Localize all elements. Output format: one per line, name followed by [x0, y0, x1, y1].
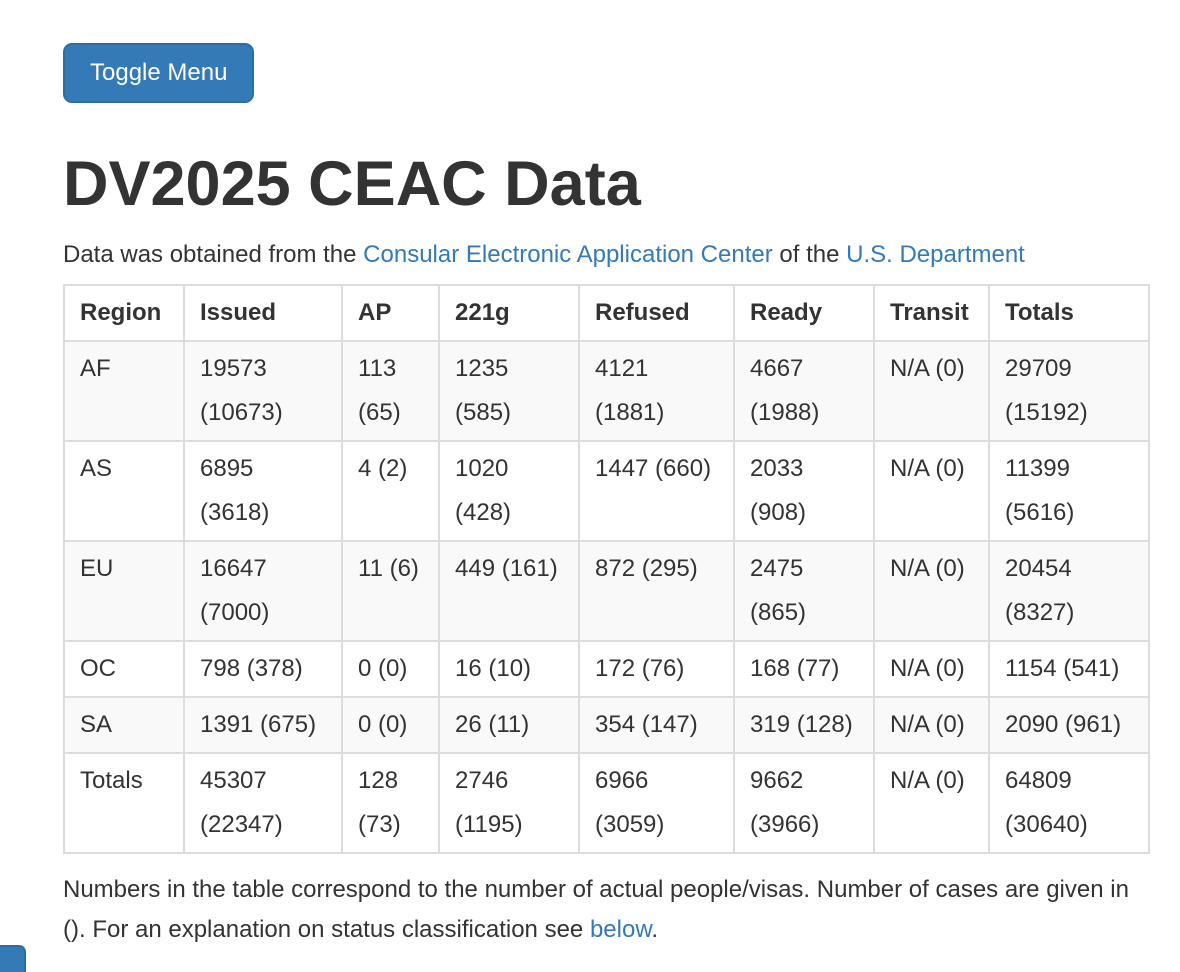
cell-ap: 0 (0): [341, 640, 440, 698]
cell-transit: N/A (0): [873, 640, 990, 698]
below-link[interactable]: below: [589, 916, 652, 943]
cell-region: SA: [63, 696, 185, 754]
cell-ap: 113 (65): [341, 340, 440, 442]
cell-221g: 16 (10): [438, 640, 580, 698]
column-header-ready: Ready: [733, 284, 875, 342]
intro-paragraph: Data was obtained from the Consular Elec…: [63, 238, 1180, 272]
cell-transit: N/A (0): [873, 696, 990, 754]
cell-region: EU: [63, 540, 185, 642]
cell-ready: 9662 (3966): [733, 752, 875, 854]
table-row-totals: Totals 45307 (22347) 128 (73) 2746 (1195…: [63, 752, 1150, 854]
cell-issued: 1391 (675): [183, 696, 343, 754]
cell-refused: 354 (147): [578, 696, 735, 754]
column-header-transit: Transit: [873, 284, 990, 342]
column-header-totals: Totals: [988, 284, 1150, 342]
partial-blue-element[interactable]: [0, 945, 26, 972]
cell-221g: 1235 (585): [438, 340, 580, 442]
cell-issued: 45307 (22347): [183, 752, 343, 854]
cell-issued: 6895 (3618): [183, 440, 343, 542]
table-row-sa: SA 1391 (675) 0 (0) 26 (11) 354 (147) 31…: [63, 696, 1150, 754]
cell-refused: 172 (76): [578, 640, 735, 698]
column-header-region: Region: [63, 284, 185, 342]
cell-totals: 2090 (961): [988, 696, 1150, 754]
cell-totals: 1154 (541): [988, 640, 1150, 698]
cell-221g: 1020 (428): [438, 440, 580, 542]
cell-221g: 449 (161): [438, 540, 580, 642]
cell-transit: N/A (0): [873, 752, 990, 854]
cell-ap: 128 (73): [341, 752, 440, 854]
cell-221g: 26 (11): [438, 696, 580, 754]
cell-issued: 798 (378): [183, 640, 343, 698]
footnote-period: .: [651, 916, 658, 943]
cell-totals: 64809 (30640): [988, 752, 1150, 854]
cell-ready: 2475 (865): [733, 540, 875, 642]
cell-ap: 0 (0): [341, 696, 440, 754]
table-header-row: Region Issued AP 221g Refused Ready Tran…: [63, 284, 1150, 342]
page-title: DV2025 CEAC Data: [63, 149, 641, 219]
column-header-refused: Refused: [578, 284, 735, 342]
column-header-ap: AP: [341, 284, 440, 342]
cell-ready: 319 (128): [733, 696, 875, 754]
cell-region: Totals: [63, 752, 185, 854]
cell-totals: 29709 (15192): [988, 340, 1150, 442]
cell-transit: N/A (0): [873, 340, 990, 442]
cell-region: OC: [63, 640, 185, 698]
cell-ap: 4 (2): [341, 440, 440, 542]
table-row-oc: OC 798 (378) 0 (0) 16 (10) 172 (76) 168 …: [63, 640, 1150, 698]
cell-region: AF: [63, 340, 185, 442]
ceac-link[interactable]: Consular Electronic Application Center: [363, 241, 773, 268]
cell-transit: N/A (0): [873, 540, 990, 642]
cell-ap: 11 (6): [341, 540, 440, 642]
cell-ready: 2033 (908): [733, 440, 875, 542]
intro-text-middle: of the: [772, 241, 847, 268]
table-row-af: AF 19573 (10673) 113 (65) 1235 (585) 412…: [63, 340, 1150, 442]
cell-issued: 19573 (10673): [183, 340, 343, 442]
ceac-data-table: Region Issued AP 221g Refused Ready Tran…: [63, 284, 1150, 854]
column-header-issued: Issued: [183, 284, 343, 342]
cell-refused: 4121 (1881): [578, 340, 735, 442]
dos-link[interactable]: U.S. Department: [846, 241, 1025, 268]
cell-ready: 168 (77): [733, 640, 875, 698]
intro-text-start: Data was obtained from the: [63, 241, 364, 268]
cell-221g: 2746 (1195): [438, 752, 580, 854]
cell-refused: 6966 (3059): [578, 752, 735, 854]
cell-region: AS: [63, 440, 185, 542]
cell-totals: 11399 (5616): [988, 440, 1150, 542]
toggle-menu-button[interactable]: Toggle Menu: [63, 43, 255, 103]
column-header-221g: 221g: [438, 284, 580, 342]
cell-totals: 20454 (8327): [988, 540, 1150, 642]
cell-refused: 872 (295): [578, 540, 735, 642]
cell-transit: N/A (0): [873, 440, 990, 542]
footnote-text: Numbers in the table correspond to the n…: [63, 876, 1129, 943]
footnote-paragraph: Numbers in the table correspond to the n…: [63, 870, 1148, 950]
table-row-as: AS 6895 (3618) 4 (2) 1020 (428) 1447 (66…: [63, 440, 1150, 542]
cell-ready: 4667 (1988): [733, 340, 875, 442]
table-row-eu: EU 16647 (7000) 11 (6) 449 (161) 872 (29…: [63, 540, 1150, 642]
cell-refused: 1447 (660): [578, 440, 735, 542]
cell-issued: 16647 (7000): [183, 540, 343, 642]
